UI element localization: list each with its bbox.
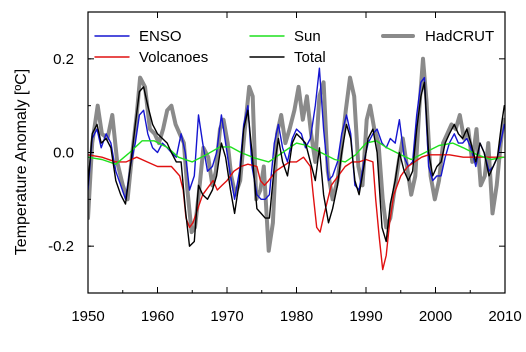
legend-label-enso: ENSO	[139, 28, 182, 45]
legend: ENSO Volcanoes Sun Total HadCRUT	[94, 28, 494, 66]
x-tick-label: 2000	[419, 308, 452, 325]
x-tick-label: 2010	[488, 308, 521, 325]
x-tick-label: 1960	[141, 308, 174, 325]
series-line-total	[88, 81, 505, 247]
x-tick-label: 1990	[349, 308, 382, 325]
plot-area	[88, 56, 505, 271]
legend-label-sun: Sun	[294, 28, 321, 45]
legend-label-total: Total	[294, 49, 326, 66]
series-line-enso	[88, 67, 505, 200]
y-tick-label: 0.0	[53, 145, 74, 162]
series-line-sun	[88, 140, 505, 165]
y-axis-title: Temperature Anomaly [ºC]	[13, 69, 30, 255]
y-tick-label: -0.2	[48, 238, 74, 255]
x-tick-label: 1980	[280, 308, 313, 325]
legend-label-hadcrut: HadCRUT	[425, 28, 494, 45]
axis-ticks: 1950 1960 1970 1980 1990 2000 2010 0.2 0.0 -0.2	[48, 11, 522, 325]
y-tick-label: 0.2	[53, 51, 74, 68]
series-line-hadcrut	[88, 56, 505, 253]
x-tick-label: 1970	[210, 308, 243, 325]
legend-label-volcanoes: Volcanoes	[139, 49, 208, 66]
x-tick-label: 1950	[71, 308, 104, 325]
